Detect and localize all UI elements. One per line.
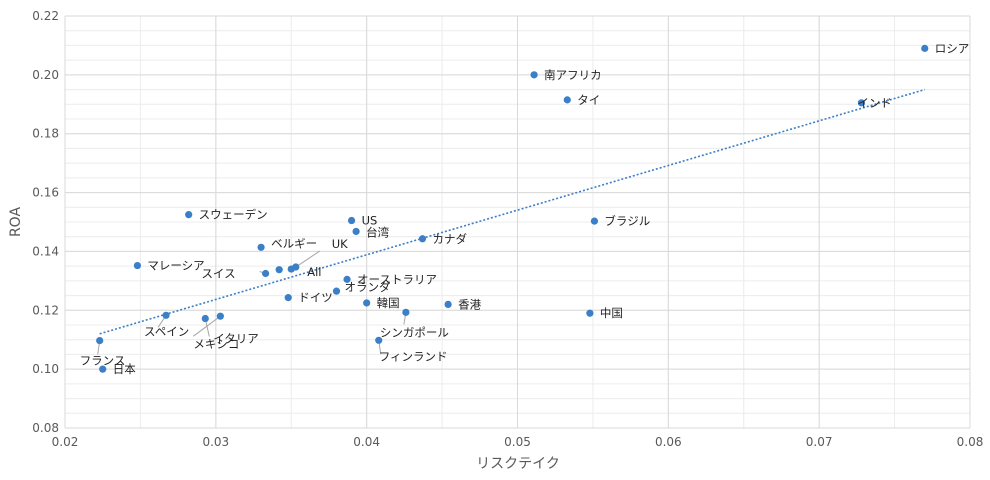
- trendline-group: [99, 88, 925, 335]
- data-label: フランス: [80, 354, 126, 368]
- data-point: [332, 287, 341, 295]
- data-label: スウェーデン: [199, 208, 268, 222]
- data-label: 台湾: [366, 225, 389, 239]
- data-point: [563, 96, 571, 104]
- y-tick-label: 0.08: [32, 421, 59, 435]
- y-tick-label: 0.16: [32, 186, 59, 200]
- data-label: シンガポール: [380, 325, 449, 339]
- y-tick-label: 0.14: [32, 244, 59, 258]
- data-point: [444, 300, 452, 308]
- data-label: 香港: [458, 297, 481, 311]
- tick-labels: 0.08 0.10 0.12 0.14 0.16 0.18 0.20 0.22 0.02 0.03…: [32, 9, 983, 449]
- data-point: [162, 311, 170, 319]
- data-label: メキシコ: [193, 337, 239, 351]
- data-label: ベルギー: [271, 236, 317, 250]
- data-label: オランダ: [345, 280, 391, 294]
- y-tick-label: 0.18: [32, 127, 59, 141]
- data-label: マレーシア: [147, 259, 204, 273]
- data-label: スペイン: [144, 324, 189, 338]
- data-point: [262, 269, 270, 278]
- data-label: スイス: [201, 267, 235, 281]
- y-tick-label: 0.20: [32, 68, 59, 82]
- data-point: [287, 265, 295, 273]
- data-label: 中国: [600, 306, 623, 320]
- data-point: [216, 312, 224, 320]
- data-point: [418, 235, 427, 243]
- x-tick-label: 0.05: [504, 435, 531, 449]
- x-tick-label: 0.08: [957, 435, 984, 449]
- data-label: タイ: [577, 93, 600, 107]
- data-point: [99, 365, 107, 373]
- y-tick-label: 0.12: [32, 303, 59, 317]
- x-tick-label: 0.03: [202, 435, 229, 449]
- data-point: [530, 71, 538, 79]
- data-point: [352, 227, 360, 236]
- data-point: [96, 336, 104, 345]
- data-point: [201, 314, 209, 323]
- data-label: 日本: [113, 362, 136, 376]
- data-point: [921, 44, 929, 52]
- x-tick-label: 0.02: [52, 435, 79, 449]
- trendline: [99, 88, 925, 335]
- data-label: ドイツ: [298, 291, 333, 305]
- x-axis-title: リスクテイク: [476, 456, 560, 472]
- data-label: カナダ: [432, 232, 467, 246]
- data-label: インド: [857, 96, 892, 110]
- data-point: [284, 294, 292, 302]
- data-label: 南アフリカ: [544, 68, 602, 82]
- data-label: フィンランド: [379, 349, 448, 363]
- y-tick-label: 0.22: [32, 9, 59, 23]
- data-label: ロシア: [935, 41, 970, 55]
- x-tick-label: 0.07: [806, 435, 833, 449]
- y-axis-title: ROA: [8, 207, 24, 238]
- data-point: [185, 211, 193, 219]
- data-point: [586, 309, 594, 317]
- y-tick-label: 0.10: [32, 362, 59, 376]
- data-point: [257, 243, 265, 251]
- data-point: [363, 299, 371, 307]
- data-point: [133, 261, 141, 270]
- data-point: [347, 216, 356, 225]
- point-labels: ロシア南アフリカタイ インドスウェーデン US ブラジル台湾カナダ ベルギーマレーシア U…: [80, 41, 970, 376]
- data-point: [857, 99, 866, 107]
- x-tick-label: 0.04: [353, 435, 380, 449]
- data-point: [402, 308, 410, 316]
- x-tick-label: 0.06: [655, 435, 682, 449]
- data-points: [96, 44, 929, 373]
- data-point: [375, 336, 383, 344]
- data-label: All: [307, 265, 321, 279]
- data-point: [275, 266, 283, 274]
- data-label: 韓国: [377, 296, 400, 310]
- data-point: [590, 217, 599, 225]
- leader-lines: [97, 250, 407, 355]
- data-label: イタリア: [213, 332, 259, 346]
- data-point: [343, 275, 351, 283]
- data-label: US: [362, 214, 378, 228]
- data-label: UK: [332, 237, 348, 251]
- grid: [64, 15, 971, 429]
- data-label: ブラジル: [604, 214, 650, 228]
- data-label: オーストラリア: [357, 272, 437, 286]
- leader-line: [295, 250, 321, 268]
